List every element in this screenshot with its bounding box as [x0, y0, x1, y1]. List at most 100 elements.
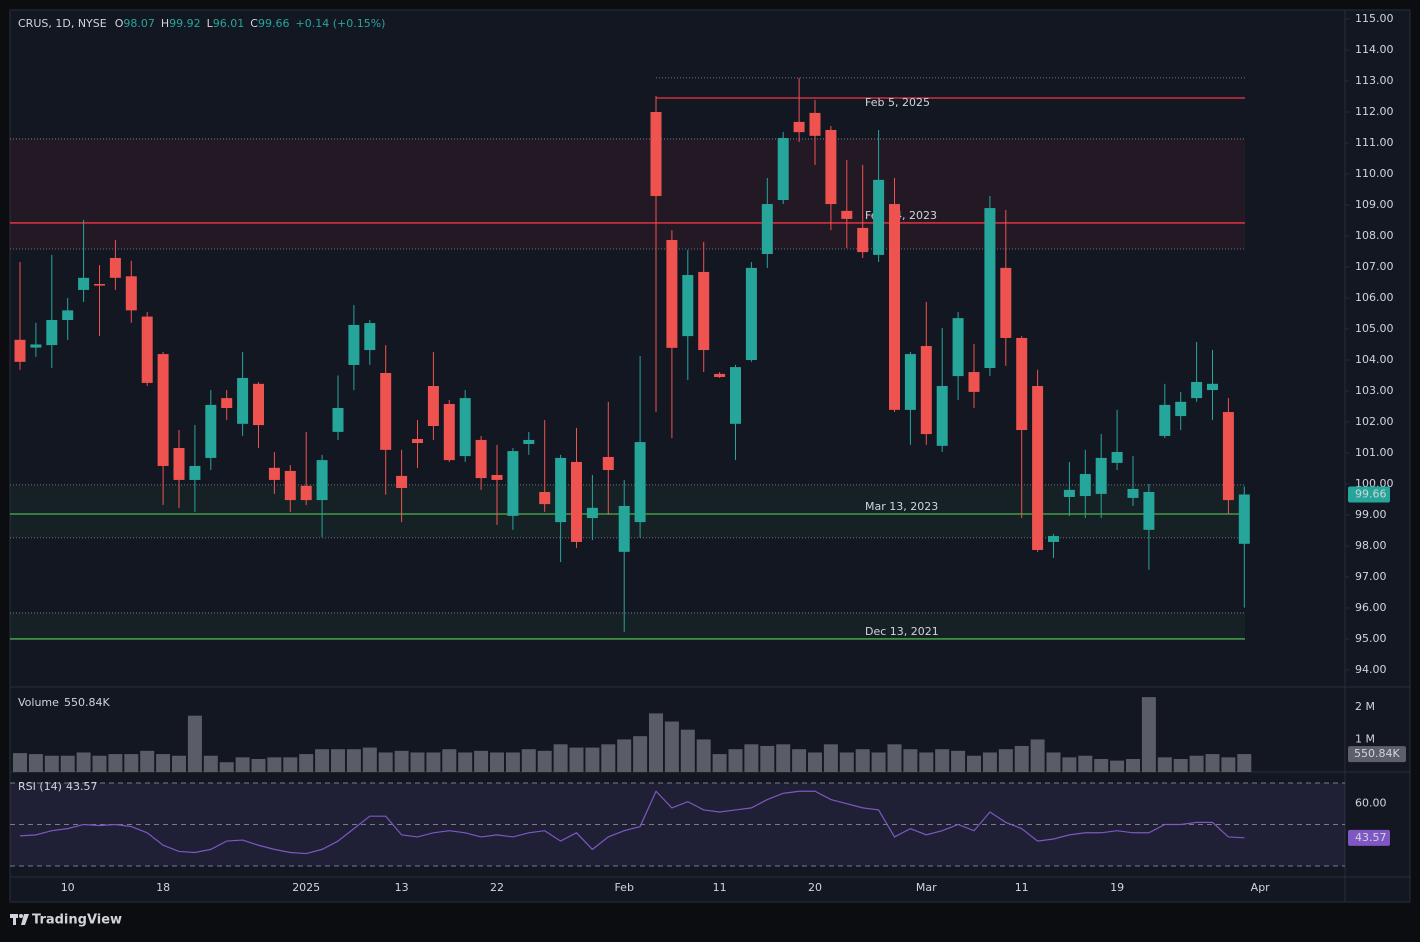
candle-body	[714, 373, 726, 378]
volume-bar	[919, 752, 934, 772]
volume-bar	[1157, 757, 1172, 772]
candle-body	[1175, 401, 1187, 417]
field-value: 98.07	[123, 17, 155, 30]
candle-body	[507, 451, 519, 516]
y-tick-label: 103.00	[1355, 384, 1394, 397]
candle-body	[1207, 383, 1218, 391]
volume-bar	[1062, 757, 1077, 772]
candle-body	[1159, 404, 1171, 436]
candle-body	[1016, 337, 1028, 431]
y-tick-label: 97.00	[1355, 570, 1387, 583]
candle-body	[841, 210, 853, 219]
candle-body	[634, 442, 646, 523]
candle-body	[412, 439, 423, 444]
volume-bar	[235, 757, 250, 772]
y-tick-label: 105.00	[1355, 322, 1394, 335]
candle-body	[284, 470, 296, 501]
volume-bar	[490, 752, 504, 772]
candle-body	[78, 277, 90, 290]
volume-bar	[283, 757, 298, 772]
candle-body	[984, 208, 996, 369]
volume-bar	[633, 736, 648, 772]
x-tick-label: Feb	[614, 881, 633, 894]
rsi-label: 43.57	[1355, 831, 1387, 844]
candle-body	[94, 284, 105, 286]
y-tick-label: 60.00	[1355, 797, 1387, 810]
volume-bar	[1094, 758, 1109, 772]
symbol: CRUS, 1D, NYSE	[18, 17, 107, 30]
candle-body	[809, 112, 821, 136]
candle-body	[221, 398, 233, 409]
volume-bar	[792, 749, 807, 772]
candle-body	[157, 354, 169, 466]
volume-bar	[839, 752, 854, 772]
candle-body	[46, 319, 58, 346]
level-label: Dec 13, 2021	[865, 625, 939, 638]
y-tick-label: 102.00	[1355, 415, 1394, 428]
field-value: 99.92	[169, 17, 201, 30]
candle-body	[1191, 381, 1203, 399]
candle-body	[189, 465, 201, 480]
candle-body	[1000, 267, 1012, 338]
candle-body	[873, 179, 885, 255]
volume-bar	[458, 752, 473, 772]
candle-body	[205, 404, 217, 458]
candle-body	[793, 121, 805, 133]
volume-bar	[1078, 755, 1093, 772]
candle-body	[30, 344, 42, 348]
volume-bar	[28, 754, 43, 772]
x-tick-label: 13	[395, 881, 409, 894]
volume-bar	[982, 752, 997, 772]
brand: TradingView	[32, 913, 122, 928]
candle-body	[348, 324, 360, 365]
volume-bar	[203, 755, 218, 772]
volume-bar	[1173, 758, 1188, 772]
candle-body	[904, 354, 916, 410]
x-tick-label: 20	[808, 881, 822, 894]
candle-body	[682, 275, 694, 337]
candle-body	[268, 467, 280, 480]
volume-bar	[696, 739, 711, 772]
x-tick-label: 11	[713, 881, 727, 894]
candle-body	[316, 460, 328, 501]
x-tick-label: 2025	[292, 881, 320, 894]
candle-body	[491, 474, 503, 480]
candle-body	[109, 257, 121, 278]
volume-bar	[156, 754, 171, 772]
level-label: Mar 13, 2023	[865, 500, 938, 513]
candle-body	[936, 386, 948, 446]
volume-bar	[903, 749, 918, 772]
x-tick-label: 18	[156, 881, 170, 894]
candle-body	[1111, 452, 1123, 463]
volume-bar	[60, 755, 75, 772]
field-value: 99.66	[258, 17, 290, 30]
volume-bar	[219, 762, 234, 772]
y-tick-label: 108.00	[1355, 229, 1394, 242]
volume-bar	[728, 749, 743, 772]
volume-bar	[712, 754, 727, 772]
volume-bar	[92, 755, 107, 772]
level-label: Feb 5, 2025	[865, 96, 930, 109]
volume-bar	[680, 729, 695, 772]
volume-bar	[1189, 755, 1204, 772]
candle-body	[459, 398, 471, 457]
candle-body	[443, 403, 455, 461]
volume-bar	[1205, 754, 1220, 772]
volume-bar	[585, 747, 600, 772]
volume-bar	[76, 752, 91, 772]
candle-body	[332, 408, 344, 432]
volume-bar	[442, 749, 457, 772]
candle-body	[1032, 386, 1044, 550]
candle-body	[666, 240, 678, 348]
y-tick-label: 109.00	[1355, 198, 1394, 211]
volume-bar	[124, 754, 139, 772]
volume-bar	[998, 749, 1013, 772]
candle-body	[571, 461, 582, 542]
volume-bar	[1126, 758, 1140, 772]
volume-bar	[664, 721, 679, 772]
volume-bar	[887, 744, 902, 772]
candle-body	[1238, 494, 1250, 544]
y-tick-label: 107.00	[1355, 260, 1394, 273]
last-price: 99.66	[1355, 488, 1387, 501]
